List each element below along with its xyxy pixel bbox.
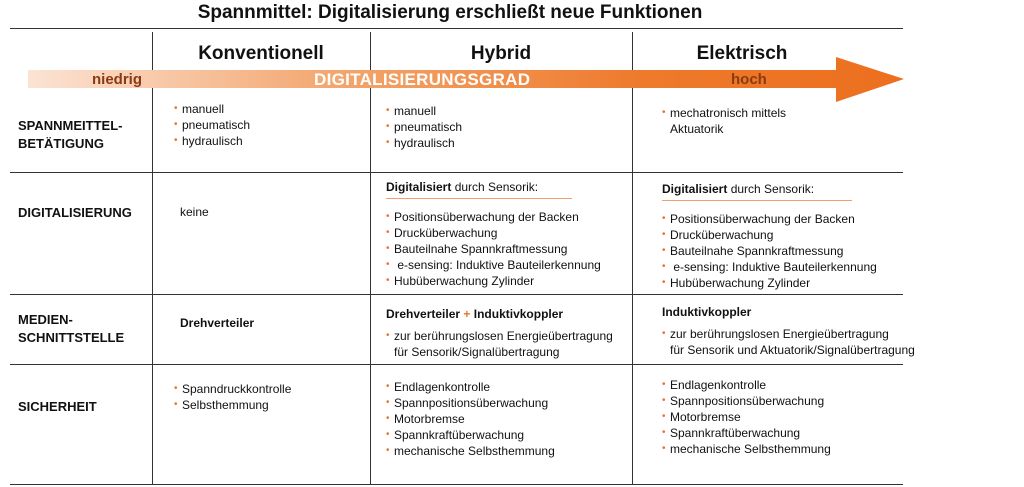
plus-sign: +: [463, 307, 471, 321]
list-item: manuell: [174, 101, 250, 117]
row-header-line: MEDIEN-: [18, 312, 73, 327]
list-item: pneumatisch: [386, 119, 462, 135]
list-item-continuation: für Sensorik und Aktuatorik/Signalübertr…: [670, 343, 915, 357]
medien-heading: Drehverteiler + Induktivkoppler: [386, 306, 613, 322]
list-item: Positionsüberwachung der Backen: [662, 211, 877, 227]
arrow-main-label: DIGITALISIERUNGSGRAD: [314, 70, 531, 89]
cell-sicherheit-elektrisch: Endlagenkontrolle Spannpositionsüberwach…: [662, 377, 831, 457]
top-rule: [10, 28, 903, 29]
cell-medien-hybrid: Drehverteiler + Induktivkoppler zur berü…: [386, 306, 613, 360]
cell-medien-konventionell: Drehverteiler: [180, 316, 255, 330]
list-item: Motorbremse: [386, 411, 555, 427]
list-item: Bauteilnahe Spannkraftmessung: [386, 241, 601, 257]
cell-digitalisierung-konventionell: keine: [180, 205, 209, 219]
cell-medien-elektrisch: Induktivkoppler zur berührungslosen Ener…: [662, 304, 915, 358]
heading-bold: Digitalisiert: [662, 182, 728, 196]
heading-rest: durch Sensorik:: [454, 180, 539, 194]
list-item: e-sensing: Induktive Bauteilerkennung: [662, 259, 877, 275]
cell-betaetigung-elektrisch: mechatronisch mittels Aktuatorik: [662, 105, 786, 137]
row-header-line: BETÄTIGUNG: [18, 136, 104, 151]
list-item: Positionsüberwachung der Backen: [386, 209, 601, 225]
list-item: Spannpositionsüberwachung: [662, 393, 831, 409]
list-item: mechanische Selbsthemmung: [386, 443, 555, 459]
arrow-high-label: hoch: [731, 71, 767, 88]
list-item: mechatronisch mittels: [662, 105, 786, 121]
list-item: pneumatisch: [174, 117, 250, 133]
list-item: Spannpositionsüberwachung: [386, 395, 555, 411]
list-item: Hubüberwachung Zylinder: [662, 275, 877, 291]
list-item: mechanische Selbsthemmung: [662, 441, 831, 457]
list-item: e-sensing: Induktive Bauteilerkennung: [386, 257, 601, 273]
list-item: Drucküberwachung: [386, 225, 601, 241]
list-item: Endlagenkontrolle: [662, 377, 831, 393]
cell-betaetigung-konventionell: manuell pneumatisch hydraulisch: [174, 101, 250, 149]
row-divider-2: [10, 294, 903, 295]
list-item: Hubüberwachung Zylinder: [386, 273, 601, 289]
arrow-low-label: niedrig: [92, 71, 143, 88]
list-item: Spanndruckkontrolle: [174, 381, 291, 397]
column-header-elektrisch: Elektrisch: [696, 43, 788, 64]
list-item: Spannkraftüberwachung: [386, 427, 555, 443]
digitalisierungsgrad-arrow: [28, 57, 904, 102]
row-divider-1: [10, 172, 903, 173]
row-header-betaetigung: SPANNMEITTEL- BETÄTIGUNG: [18, 117, 122, 153]
list-item: manuell: [386, 103, 462, 119]
list-item: Drucküberwachung: [662, 227, 877, 243]
list-item-continuation: Aktuatorik: [670, 122, 724, 136]
list-item: Endlagenkontrolle: [386, 379, 555, 395]
list-item: Selbsthemmung: [174, 397, 291, 413]
row-header-medien: MEDIEN- SCHNITTSTELLE: [18, 311, 124, 347]
list-item: hydraulisch: [174, 133, 250, 149]
row-header-digitalisierung: DIGITALISIERUNG: [18, 205, 132, 220]
list-item: hydraulisch: [386, 135, 462, 151]
heading-rest: durch Sensorik:: [730, 182, 815, 196]
list-item: zur berührungslosen Energieübertragung: [662, 326, 915, 342]
column-header-hybrid: Hybrid: [470, 43, 532, 64]
row-header-sicherheit: SICHERHEIT: [18, 399, 97, 414]
page-title: Spannmittel: Digitalisierung erschließt …: [197, 2, 703, 23]
sensorik-heading: Digitalisiert durch Sensorik:: [386, 179, 572, 199]
column-header-konventionell: Konventionell: [198, 43, 324, 64]
list-item: Bauteilnahe Spannkraftmessung: [662, 243, 877, 259]
col-divider-2: [370, 32, 371, 484]
bottom-rule: [10, 484, 903, 485]
heading-bold: Induktivkoppler: [662, 305, 752, 319]
heading-bold: Digitalisiert: [386, 180, 452, 194]
col-divider-1: [152, 32, 153, 484]
row-header-line: SPANNMEITTEL-: [18, 118, 123, 133]
cell-digitalisierung-elektrisch: Digitalisiert durch Sensorik: Positionsü…: [662, 181, 877, 291]
list-item-continuation: für Sensorik/Signalübertragung: [394, 345, 560, 359]
row-header-line: SCHNITTSTELLE: [18, 330, 125, 345]
cell-digitalisierung-hybrid: Digitalisiert durch Sensorik: Positionsü…: [386, 179, 601, 289]
heading-bold: Induktivkoppler: [473, 307, 564, 321]
list-item: Motorbremse: [662, 409, 831, 425]
list-item: zur berührungslosen Energieübertragung: [386, 328, 613, 344]
cell-sicherheit-hybrid: Endlagenkontrolle Spannpositionsüberwach…: [386, 379, 555, 459]
sensorik-heading: Digitalisiert durch Sensorik:: [662, 181, 852, 201]
heading-bold: Drehverteiler: [386, 307, 461, 321]
row-divider-3: [10, 364, 903, 365]
cell-sicherheit-konventionell: Spanndruckkontrolle Selbsthemmung: [174, 381, 291, 413]
col-divider-3: [632, 32, 633, 484]
cell-betaetigung-hybrid: manuell pneumatisch hydraulisch: [386, 103, 462, 151]
list-item: Spannkraftüberwachung: [662, 425, 831, 441]
